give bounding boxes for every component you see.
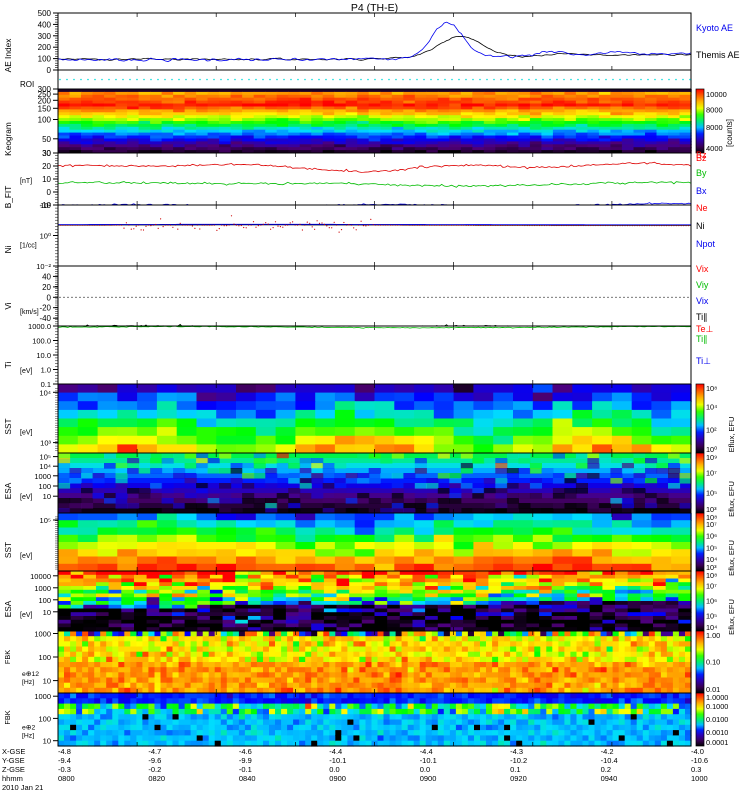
svg-text:Eflux, EFU: Eflux, EFU (727, 540, 736, 576)
svg-text:10⁷: 10⁷ (706, 520, 717, 529)
svg-text:20: 20 (42, 162, 51, 171)
svg-text:[km/s]: [km/s] (20, 309, 39, 316)
svg-text:[eV]: [eV] (20, 612, 33, 619)
svg-text:10⁴: 10⁴ (39, 462, 51, 471)
svg-text:10⁸: 10⁸ (706, 384, 717, 393)
svg-text:100: 100 (38, 482, 51, 491)
svg-text:200: 200 (38, 43, 52, 52)
svg-text:Ti∥: Ti∥ (696, 312, 708, 322)
svg-text:ESA: ESA (3, 600, 13, 617)
svg-text:Themis AE: Themis AE (696, 50, 740, 60)
svg-text:[nT]: [nT] (20, 178, 32, 185)
svg-text:10⁷: 10⁷ (706, 469, 717, 478)
svg-text:10⁹: 10⁹ (706, 453, 717, 462)
svg-text:AE Index: AE Index (3, 38, 13, 73)
svg-text:-20: -20 (39, 304, 51, 313)
svg-text:SST: SST (3, 542, 13, 558)
svg-text:10⁴: 10⁴ (706, 403, 717, 412)
svg-text:Npot: Npot (696, 239, 716, 249)
svg-text:[counts]: [counts] (725, 119, 734, 147)
svg-text:10³: 10³ (40, 439, 51, 448)
svg-text:0: 0 (47, 188, 52, 197)
svg-text:10⁵: 10⁵ (706, 612, 717, 621)
svg-text:10.0: 10.0 (36, 351, 51, 360)
svg-text:1000: 1000 (34, 472, 51, 481)
svg-text:Vi: Vi (3, 302, 13, 309)
svg-text:40: 40 (42, 272, 51, 281)
svg-text:10: 10 (43, 492, 51, 501)
svg-text:10⁵: 10⁵ (40, 516, 51, 525)
svg-text:Ne: Ne (696, 203, 708, 213)
svg-text:[1/cc]: [1/cc] (20, 243, 37, 250)
svg-text:300: 300 (38, 85, 52, 94)
svg-text:10⁶: 10⁶ (706, 597, 717, 606)
svg-text:Ni: Ni (696, 221, 705, 231)
svg-text:100: 100 (38, 55, 52, 64)
svg-text:[eV]: [eV] (20, 553, 33, 560)
svg-text:10: 10 (43, 608, 51, 617)
svg-text:100: 100 (38, 116, 52, 125)
svg-text:8000: 8000 (706, 106, 723, 115)
svg-text:ESA: ESA (3, 482, 13, 499)
svg-text:4000: 4000 (706, 144, 723, 153)
svg-text:1000.0: 1000.0 (28, 322, 51, 331)
svg-text:10: 10 (42, 175, 51, 184)
svg-text:1.0: 1.0 (41, 366, 51, 375)
svg-text:10⁵: 10⁵ (706, 489, 717, 498)
svg-text:[eV]: [eV] (20, 494, 33, 501)
svg-text:30: 30 (42, 149, 51, 158)
svg-text:10000: 10000 (706, 90, 727, 99)
svg-text:150: 150 (38, 104, 52, 113)
svg-text:10²: 10² (706, 426, 717, 435)
svg-text:10⁰: 10⁰ (40, 232, 51, 241)
svg-text:B_FIT: B_FIT (3, 186, 13, 209)
svg-text:10⁶: 10⁶ (706, 532, 717, 541)
svg-text:Ti⊥: Ti⊥ (696, 356, 711, 366)
svg-text:Ni: Ni (3, 245, 13, 253)
svg-text:10²: 10² (40, 201, 51, 210)
svg-text:10⁷: 10⁷ (706, 582, 717, 591)
svg-text:[eV]: [eV] (20, 430, 33, 437)
svg-text:10⁻²: 10⁻² (36, 262, 51, 271)
svg-text:By: By (696, 168, 707, 178)
svg-text:SST: SST (3, 418, 13, 434)
svg-text:Kyoto AE: Kyoto AE (696, 23, 733, 33)
svg-text:0: 0 (47, 66, 52, 75)
svg-text:50: 50 (42, 135, 51, 144)
svg-text:300: 300 (38, 32, 52, 41)
svg-text:10⁴: 10⁴ (39, 388, 51, 397)
svg-text:10⁵: 10⁵ (706, 543, 717, 552)
svg-text:Vix: Vix (696, 296, 709, 306)
svg-text:Bx: Bx (696, 186, 707, 196)
svg-text:[eV]: [eV] (20, 368, 33, 375)
svg-text:Eflux, EFU: Eflux, EFU (727, 599, 736, 635)
svg-text:Viy: Viy (696, 280, 709, 290)
svg-text:Ti∥: Ti∥ (696, 334, 708, 344)
svg-text:Keogram: Keogram (3, 122, 13, 156)
svg-text:0: 0 (47, 293, 52, 302)
svg-text:Ti: Ti (3, 362, 13, 369)
svg-text:100: 100 (38, 596, 51, 605)
svg-text:1000: 1000 (34, 584, 51, 593)
svg-text:10000: 10000 (30, 572, 51, 581)
svg-text:500: 500 (38, 9, 52, 18)
svg-text:10⁸: 10⁸ (706, 571, 717, 580)
svg-text:10⁵: 10⁵ (40, 453, 51, 462)
svg-text:100.0: 100.0 (32, 337, 51, 346)
svg-text:Bz: Bz (696, 150, 707, 160)
svg-text:400: 400 (38, 20, 52, 29)
svg-text:ROI: ROI (20, 80, 34, 89)
svg-text:20: 20 (42, 283, 51, 292)
svg-text:Vix: Vix (696, 264, 709, 274)
svg-text:Te⊥: Te⊥ (696, 324, 714, 334)
svg-text:8000: 8000 (706, 123, 723, 132)
svg-text:Eflux, EFU: Eflux, EFU (727, 417, 736, 453)
svg-text:P4 (TH-E): P4 (TH-E) (351, 2, 398, 14)
svg-text:Eflux, EFU: Eflux, EFU (727, 481, 736, 517)
